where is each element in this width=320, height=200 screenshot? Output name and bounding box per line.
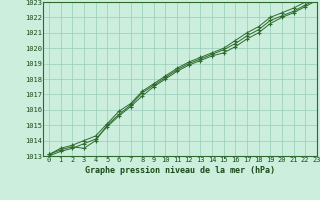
X-axis label: Graphe pression niveau de la mer (hPa): Graphe pression niveau de la mer (hPa)	[85, 166, 275, 175]
